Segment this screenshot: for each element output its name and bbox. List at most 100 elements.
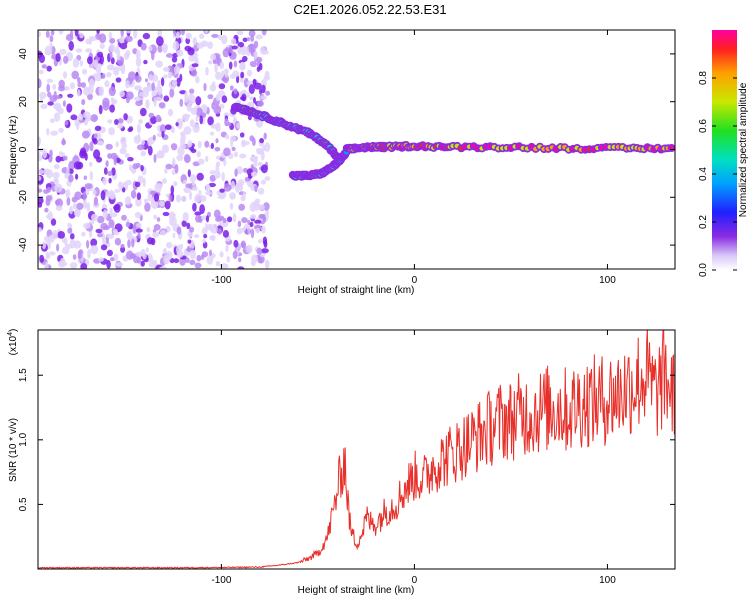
heatmap-cell [107, 119, 113, 124]
heatmap-cell [193, 234, 200, 239]
spectrogram-ticks: -100 0 100 -40 -20 0 20 40 [18, 30, 675, 286]
heatmap-cell [88, 161, 93, 167]
heatmap-cell [53, 163, 60, 170]
heatmap-cell [242, 37, 248, 42]
heatmap-cell [249, 221, 254, 228]
heatmap-cell [39, 254, 45, 263]
x-tick-label: 100 [599, 275, 616, 286]
heatmap-cell [156, 152, 160, 159]
heatmap-cell [136, 123, 141, 134]
heatmap-cell [69, 239, 76, 249]
heatmap-cell [71, 70, 79, 80]
heatmap-cell [222, 230, 229, 238]
heatmap-cell [233, 60, 238, 68]
heatmap-cell [249, 214, 257, 220]
heatmap-cell [176, 31, 180, 39]
heatmap-cell [92, 138, 98, 145]
heatmap-cell [67, 93, 74, 98]
heatmap-cell [38, 31, 42, 37]
heatmap-cell [109, 104, 115, 113]
heatmap-cell [98, 86, 105, 97]
heatmap-cell [105, 143, 113, 150]
heatmap-cell [151, 50, 155, 61]
heatmap-cell [184, 257, 190, 263]
heatmap-cell [93, 149, 101, 160]
heatmap-cell [214, 146, 221, 152]
heatmap-cell [172, 232, 176, 239]
heatmap-cell [77, 89, 81, 97]
heatmap-cell [46, 83, 50, 93]
heatmap-cell [187, 140, 193, 148]
heatmap-cell [89, 170, 94, 181]
heatmap-cell [209, 249, 212, 257]
heatmap-cell [77, 250, 83, 260]
heatmap-cell [215, 94, 220, 102]
heatmap-cell [79, 60, 84, 67]
heatmap-cell [184, 154, 191, 164]
heatmap-cell [105, 190, 111, 198]
heatmap-cell [119, 42, 128, 50]
heatmap-cell [102, 209, 108, 219]
heatmap-cell [250, 171, 258, 177]
heatmap-cell [82, 222, 91, 229]
heatmap-cell [166, 241, 173, 249]
heatmap-cell [237, 182, 242, 188]
x-tick-label: -100 [211, 575, 231, 586]
heatmap-cell [211, 234, 216, 242]
heatmap-cell [207, 116, 214, 126]
heatmap-cell [58, 85, 65, 92]
heatmap-cell [145, 78, 148, 83]
heatmap-cell [40, 103, 48, 110]
heatmap-cell [113, 156, 117, 166]
heatmap-cell [38, 78, 42, 89]
heatmap-cell [240, 240, 246, 249]
heatmap-cell [209, 84, 217, 92]
multiplier-exponent: 4 [7, 332, 14, 336]
heatmap-cell [253, 51, 258, 60]
heatmap-cell [148, 112, 155, 118]
heatmap-cell [205, 215, 210, 223]
heatmap-cell [130, 189, 137, 199]
heatmap-cell [58, 127, 64, 133]
heatmap-cell [246, 69, 253, 77]
heatmap-cell [223, 158, 227, 166]
heatmap-cell [69, 82, 76, 90]
heatmap-cell [248, 43, 256, 54]
heatmap-cell [189, 226, 195, 233]
heatmap-cell [153, 224, 161, 231]
heatmap-cell [248, 30, 256, 37]
heatmap-cell [237, 266, 245, 269]
heatmap-cell [60, 261, 68, 267]
heatmap-cell [157, 44, 163, 53]
heatmap-cell [246, 92, 250, 98]
heatmap-cell [38, 137, 41, 147]
snr-frame [37, 329, 676, 570]
heatmap-cell [219, 251, 224, 258]
heatmap-cell [118, 118, 124, 124]
heatmap-cell [204, 140, 210, 148]
heatmap-cell [49, 95, 58, 103]
heatmap-cell [215, 71, 222, 80]
heatmap-cell [102, 177, 107, 186]
heatmap-cell [134, 96, 142, 102]
snr-series-line [38, 330, 675, 569]
heatmap-cell [215, 138, 219, 144]
heatmap-cell [195, 96, 202, 106]
colorbar-tick-label: 0.8 [698, 71, 709, 85]
heatmap-cell [108, 44, 116, 53]
spectrogram-ylabel: Frequency (Hz) [8, 116, 19, 185]
heatmap-cell [240, 195, 245, 202]
heatmap-cell [76, 202, 84, 210]
heatmap-cell [152, 134, 156, 141]
heatmap-cell [217, 170, 221, 179]
heatmap-cell [220, 263, 229, 269]
heatmap-cell [82, 68, 88, 75]
heatmap-cell [141, 139, 145, 146]
heatmap-cell [155, 114, 162, 123]
heatmap-cell [239, 153, 247, 159]
y-tick-label: 0 [18, 146, 29, 152]
heatmap-cell [66, 166, 70, 175]
heatmap-cell [70, 114, 78, 121]
multiplier-base: (x10 [8, 335, 19, 355]
heatmap-cell [135, 49, 141, 60]
